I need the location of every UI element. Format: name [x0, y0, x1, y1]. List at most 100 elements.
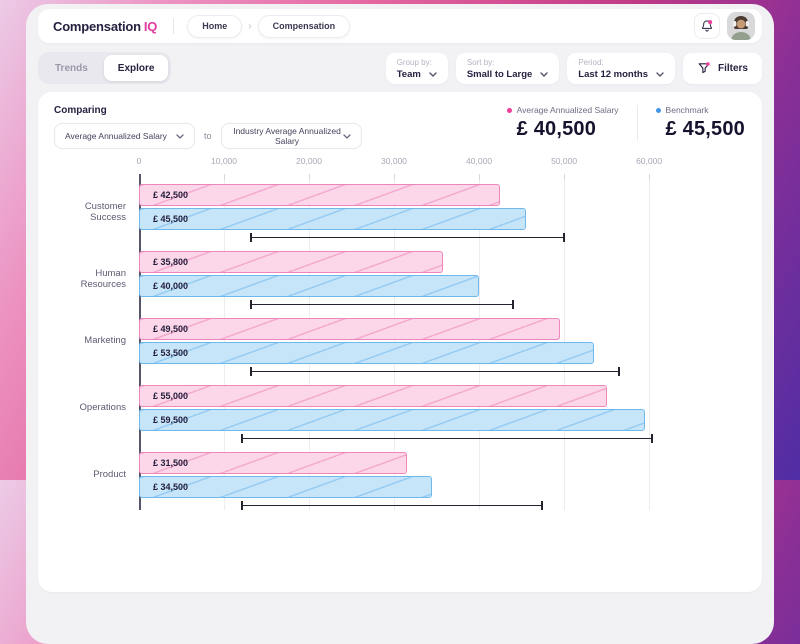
- bar-value-label: £ 55,000: [153, 391, 189, 401]
- bar-value-label: £ 49,500: [153, 324, 189, 334]
- dropdown-label: Group by:: [396, 57, 432, 67]
- axis-tick-label: 10,000: [211, 156, 237, 166]
- chevron-down-icon: [540, 71, 548, 77]
- comparison-card: Comparing Average Annualized Salary to I…: [38, 92, 762, 592]
- axis-tick-mark: [564, 174, 566, 180]
- whisker-zone: [139, 299, 746, 309]
- breadcrumb-item-compensation[interactable]: Compensation: [257, 14, 351, 38]
- dropdown-selected: Team: [396, 68, 421, 80]
- axis-tick-mark: [394, 174, 396, 180]
- chevron-right-icon: ›: [248, 20, 252, 32]
- bar-chart: 0 10,000 20,000 30,000 40,000 50,000 60,000 Cu…: [54, 156, 746, 510]
- gridline: [649, 180, 651, 510]
- axis-tick-label: 50,000: [551, 156, 578, 166]
- legend-dot: [506, 107, 512, 113]
- range-whisker: [241, 434, 653, 443]
- dropdown-group-by[interactable]: Group by: Team: [385, 52, 448, 84]
- to-label: to: [204, 131, 212, 141]
- legend-value: £ 45,500: [665, 118, 745, 140]
- category-label: Marketing: [84, 335, 126, 346]
- x-axis: 0 10,000 20,000 30,000 40,000 50,000 60,000: [136, 156, 746, 180]
- dropdown-label: Sort by:: [466, 57, 495, 67]
- bar-salary[interactable]: £ 31,500: [139, 452, 407, 474]
- compare-controls: Average Annualized Salary to Industry Av…: [54, 123, 746, 149]
- axis-tick-mark: [224, 174, 225, 180]
- metric-select-right-value: Industry Average Annualized Salary: [233, 126, 341, 146]
- legend-head: Benchmark: [655, 105, 745, 115]
- category-label: Product: [93, 469, 126, 480]
- whisker-zone: [139, 232, 746, 242]
- filters-label: Filters: [717, 62, 748, 74]
- dropdown-period[interactable]: Period: Last 12 months: [567, 52, 675, 84]
- legend-head: Average Annualized Salary: [506, 105, 619, 115]
- legend-item: Average Annualized Salary £ 40,500: [506, 105, 619, 141]
- dropdown-value: Last 12 months: [578, 69, 664, 80]
- dropdown-selected: Small to Large: [466, 68, 533, 80]
- bar-groups: Customer Success £ 42,500 £ 45,500 Human Re…: [80, 180, 746, 510]
- axis-tick-mark: [649, 174, 651, 180]
- axis-tick-label: 0: [136, 156, 142, 166]
- bar-benchmark[interactable]: £ 59,500: [139, 409, 645, 431]
- tab-explore[interactable]: Explore: [103, 55, 169, 81]
- legend-label: Average Annualized Salary: [516, 105, 619, 115]
- legend: Average Annualized Salary £ 40,500 Benchma…: [506, 105, 745, 141]
- chevron-down-icon: [429, 71, 437, 77]
- bar-salary[interactable]: £ 35,800: [139, 251, 443, 273]
- bar-value-label: £ 35,800: [153, 257, 189, 267]
- dropdown-sort-by[interactable]: Sort by: Small to Large: [455, 52, 560, 84]
- bar-value-label: £ 45,500: [153, 214, 189, 224]
- bar-group: Marketing £ 49,500 £ 53,500: [84, 318, 746, 376]
- bar-value-label: £ 34,500: [153, 482, 189, 492]
- legend-dot: [655, 107, 661, 113]
- dropdown-selected: Last 12 months: [578, 68, 648, 80]
- bar-benchmark[interactable]: £ 45,500: [139, 208, 526, 230]
- range-whisker: [250, 233, 565, 242]
- chevron-down-icon: [342, 133, 351, 139]
- funnel-icon: [697, 61, 711, 75]
- bar-salary[interactable]: £ 42,500: [139, 184, 500, 206]
- top-bar: Compensation IQ Home › Compensation: [38, 9, 762, 43]
- range-whisker: [250, 367, 620, 376]
- axis-tick-label: 60,000: [636, 156, 663, 166]
- axis-tick-mark: [309, 174, 311, 180]
- bar-benchmark[interactable]: £ 40,000: [139, 275, 479, 297]
- bar-group: Customer Success £ 42,500 £ 45,500: [85, 184, 746, 242]
- bar-value-label: £ 31,500: [153, 458, 189, 468]
- comparing-title: Comparing: [54, 105, 107, 116]
- breadcrumb-item-home[interactable]: Home: [187, 14, 243, 38]
- bar-value-label: £ 59,500: [153, 415, 189, 425]
- bar-salary[interactable]: £ 49,500: [139, 318, 560, 340]
- dropdown-label: Period:: [578, 57, 604, 67]
- app-panel: Compensation IQ Home › Compensation: [26, 4, 774, 644]
- notifications-button[interactable]: [694, 13, 720, 39]
- filters-button[interactable]: Filters: [682, 52, 762, 84]
- dropdowns: Group by: Team Sort by: Small to Large Perio…: [385, 52, 675, 84]
- bar-salary[interactable]: £ 55,000: [139, 385, 607, 407]
- dropdown-value: Team: [397, 69, 437, 80]
- chevron-down-icon: [656, 71, 664, 77]
- range-whisker: [241, 501, 543, 510]
- bar-group: Operations £ 55,000 £ 59,500: [80, 385, 746, 443]
- legend-item: Benchmark £ 45,500: [655, 105, 745, 141]
- category-label: Operations: [79, 402, 126, 413]
- bar-group: Product £ 31,500 £ 34,500: [93, 452, 746, 510]
- toolbar-controls: Group by: Team Sort by: Small to Large Perio…: [385, 52, 762, 84]
- bar-value-label: £ 42,500: [153, 190, 189, 200]
- bar-benchmark[interactable]: £ 34,500: [139, 476, 432, 498]
- dropdown-value: Small to Large: [467, 69, 548, 80]
- tab-trends[interactable]: Trends: [41, 55, 102, 81]
- metric-select-right[interactable]: Industry Average Annualized Salary: [220, 123, 362, 149]
- axis-tick-label: 30,000: [381, 156, 408, 166]
- bar-benchmark[interactable]: £ 53,500: [139, 342, 594, 364]
- chevron-down-icon: [176, 133, 184, 139]
- user-avatar[interactable]: [727, 12, 755, 40]
- legend-divider: [636, 105, 638, 141]
- axis-tick-label: 40,000: [466, 156, 493, 166]
- legend-label: Benchmark: [665, 105, 709, 115]
- app-logo: Compensation IQ: [53, 19, 157, 34]
- metric-select-left[interactable]: Average Annualized Salary: [54, 123, 195, 149]
- logo-text: Compensation: [53, 18, 141, 34]
- metric-select-left-value: Average Annualized Salary: [65, 131, 167, 141]
- breadcrumb: Home › Compensation: [187, 14, 351, 38]
- category-label: Human Resources: [80, 268, 126, 290]
